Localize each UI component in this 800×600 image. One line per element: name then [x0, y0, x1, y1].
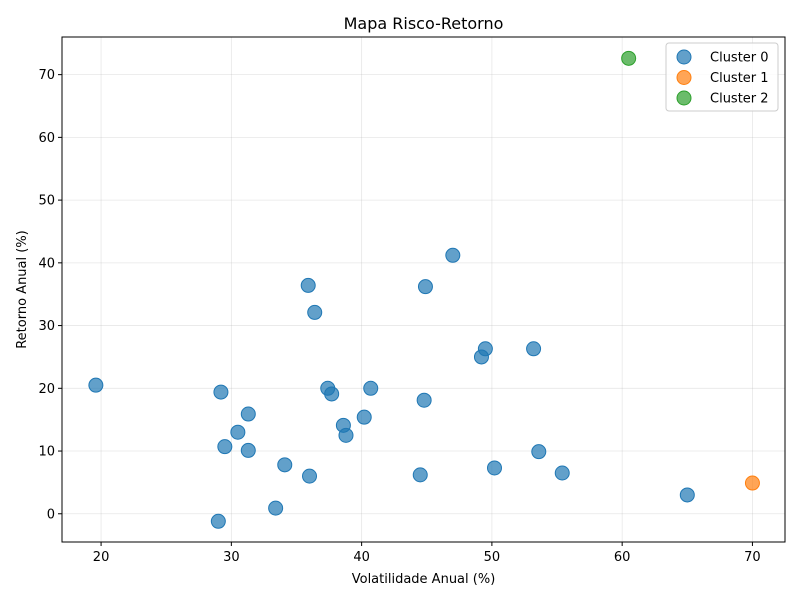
legend-label: Cluster 0	[710, 51, 769, 66]
legend-marker	[676, 90, 692, 106]
legend-box	[665, 42, 779, 112]
legend-marker	[676, 49, 692, 65]
y-tick-label: 70	[38, 68, 55, 83]
data-point-cluster-0	[213, 384, 229, 400]
data-point-cluster-0	[240, 406, 256, 422]
data-point-cluster-0	[526, 341, 542, 357]
y-tick-label: 60	[38, 131, 55, 146]
legend-marker	[676, 70, 692, 85]
legend: Cluster 0 Cluster 1 Cluster 2	[665, 42, 779, 112]
data-point-cluster-0	[412, 467, 428, 483]
y-tick-label: 0	[47, 507, 55, 522]
data-point-cluster-0	[210, 513, 226, 529]
data-point-cluster-0	[445, 247, 461, 263]
data-point-cluster-0	[307, 304, 323, 320]
legend-label: Cluster 1	[710, 71, 769, 86]
data-point-cluster-0	[302, 468, 318, 484]
data-point-cluster-1	[744, 475, 760, 491]
y-tick-label: 40	[38, 256, 55, 271]
data-point-cluster-0	[363, 380, 379, 396]
data-point-cluster-0	[88, 377, 104, 393]
data-points	[88, 50, 760, 529]
data-point-cluster-0	[217, 439, 233, 455]
x-axis-label: Volatilidade Anual (%)	[352, 572, 496, 587]
y-axis-ticks: 0 10 20 30 40 50 60 70	[38, 68, 62, 522]
legend-label: Cluster 2	[710, 92, 769, 107]
data-point-cluster-0	[531, 444, 547, 460]
x-tick-label: 20	[93, 550, 110, 565]
data-point-cluster-0	[473, 349, 489, 365]
data-point-cluster-0	[277, 457, 293, 473]
y-tick-label: 30	[38, 319, 55, 334]
y-tick-label: 20	[38, 382, 55, 397]
x-axis-ticks: 20 30 40 50 60 70	[93, 542, 761, 565]
data-point-cluster-0	[554, 465, 570, 481]
data-point-cluster-2	[621, 50, 637, 66]
x-tick-label: 60	[614, 550, 631, 565]
x-tick-label: 70	[744, 550, 761, 565]
x-tick-label: 50	[484, 550, 501, 565]
data-point-cluster-0	[240, 442, 256, 458]
plot-frame	[61, 36, 786, 543]
data-point-cluster-0	[300, 277, 316, 293]
data-point-cluster-0	[356, 409, 372, 425]
grid-lines	[62, 37, 785, 542]
y-axis-label: Retorno Anual (%)	[15, 230, 30, 349]
chart-title: Mapa Risco-Retorno	[344, 14, 504, 33]
x-tick-label: 40	[353, 550, 370, 565]
data-point-cluster-0	[338, 427, 354, 443]
data-point-cluster-0	[486, 460, 502, 476]
data-point-cluster-0	[417, 279, 433, 295]
y-tick-label: 50	[38, 194, 55, 209]
data-point-cluster-0	[324, 386, 340, 402]
data-point-cluster-0	[268, 500, 284, 516]
data-point-cluster-0	[679, 487, 695, 503]
y-tick-label: 10	[38, 445, 55, 460]
data-point-cluster-0	[416, 392, 432, 408]
x-tick-label: 30	[223, 550, 240, 565]
data-point-cluster-0	[230, 424, 246, 440]
